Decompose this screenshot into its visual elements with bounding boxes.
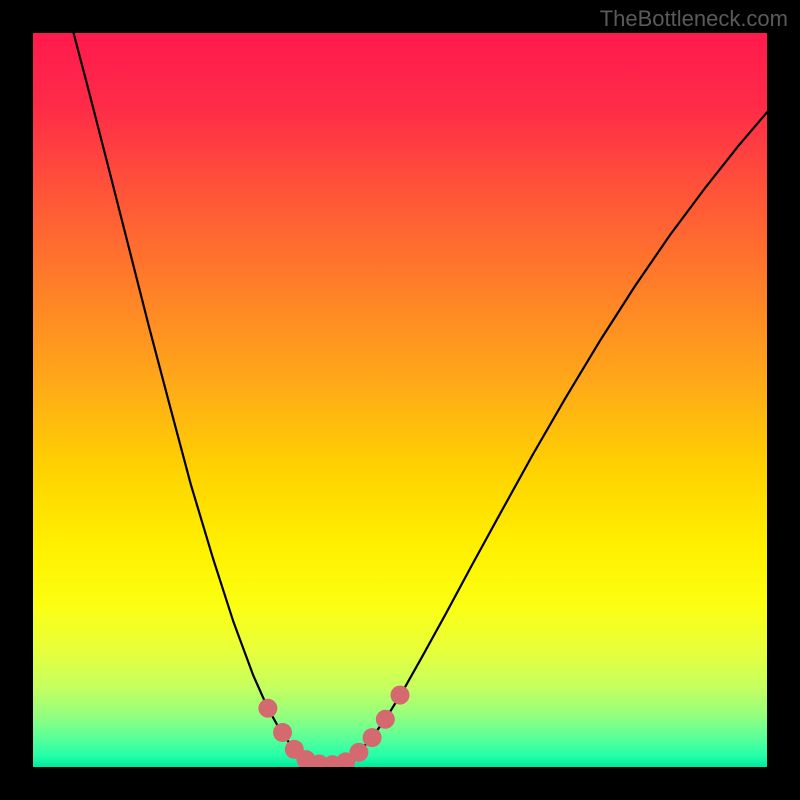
curve-marker (376, 710, 395, 729)
curve-marker (258, 699, 277, 718)
curve-layer (33, 33, 767, 767)
curve-marker (273, 723, 292, 742)
bottleneck-curve (70, 33, 767, 765)
watermark-text: TheBottleneck.com (600, 6, 788, 32)
plot-area (33, 33, 767, 767)
curve-marker (349, 743, 368, 762)
curve-marker (363, 728, 382, 747)
curve-markers (258, 686, 409, 767)
curve-marker (391, 686, 410, 705)
